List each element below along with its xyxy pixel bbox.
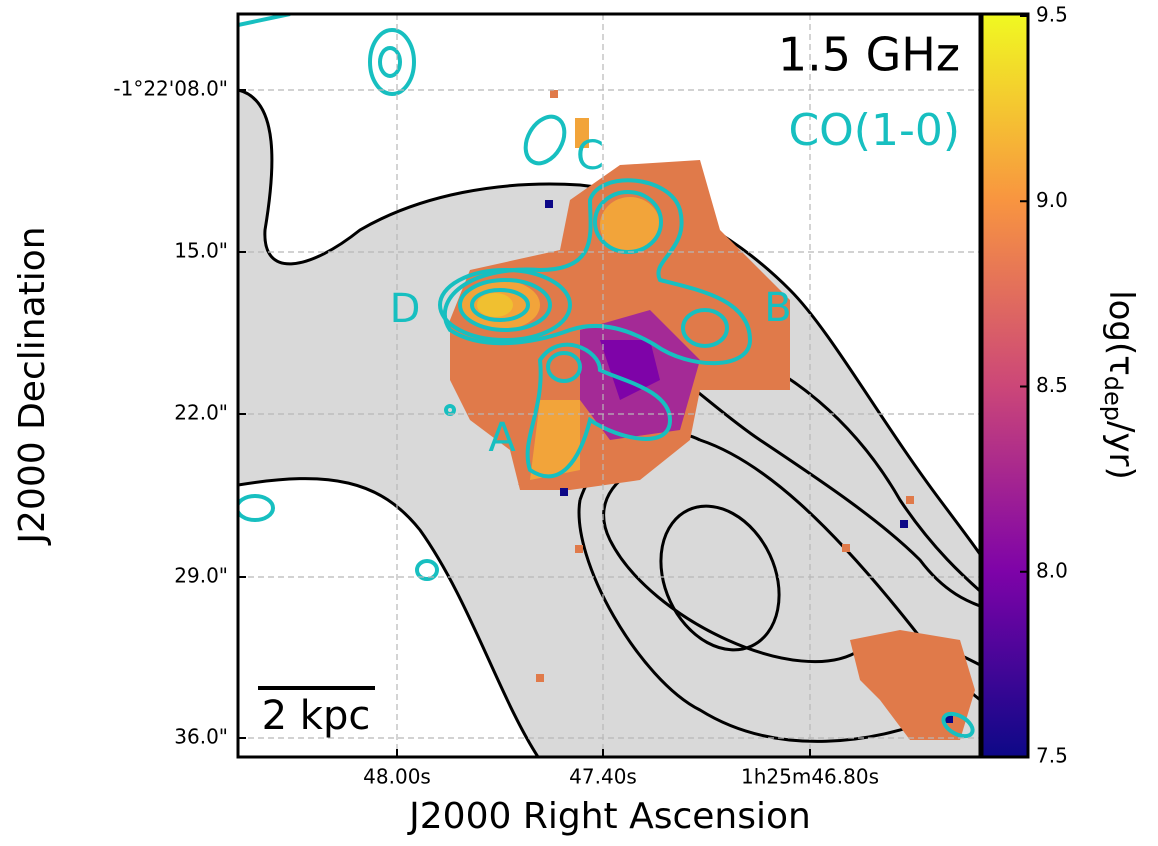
x-tick-label: 47.40s xyxy=(569,765,637,789)
colorbar-tick-label: 8.0 xyxy=(1036,558,1068,582)
colorbar-tick-label: 9.5 xyxy=(1036,3,1068,27)
scale-bar-label: 2 kpc xyxy=(262,693,371,739)
colorbar-label-part: dep xyxy=(1099,376,1127,421)
band-label: 1.5 GHz xyxy=(778,28,960,82)
y-axis-label: J2000 Declination xyxy=(12,226,53,545)
map xyxy=(238,14,980,757)
x-axis-label: J2000 Right Ascension xyxy=(407,796,811,837)
y-tick-label: -1°22'08.0" xyxy=(113,77,228,101)
y-tick-label: 36.0" xyxy=(174,725,228,749)
line-label: CO(1-0) xyxy=(788,105,960,156)
region-label: A xyxy=(488,415,516,461)
colorbar-tick-label: 8.5 xyxy=(1036,373,1068,397)
y-tick-label: 29.0" xyxy=(174,564,228,588)
colorbar-label-part: /yr) xyxy=(1102,421,1142,480)
contour xyxy=(659,504,781,652)
co-contours xyxy=(238,14,975,739)
x-tick-label: 1h25m46.80s xyxy=(741,765,879,789)
region-label: D xyxy=(390,286,421,332)
plot-frame xyxy=(236,12,982,759)
x-tick-label: 48.00s xyxy=(363,765,431,789)
y-tick-label: 15.0" xyxy=(174,239,228,263)
colorbar-label: log(τdep/yr) xyxy=(1099,290,1142,480)
colorbar-tick-label: 9.0 xyxy=(1036,188,1068,212)
colorbar-label-part: log(τ xyxy=(1102,290,1142,376)
region-label: B xyxy=(764,285,791,331)
y-tick-label: 22.0" xyxy=(174,401,228,425)
region-label: C xyxy=(576,133,604,179)
colorbar-tick-label: 7.5 xyxy=(1036,744,1068,768)
